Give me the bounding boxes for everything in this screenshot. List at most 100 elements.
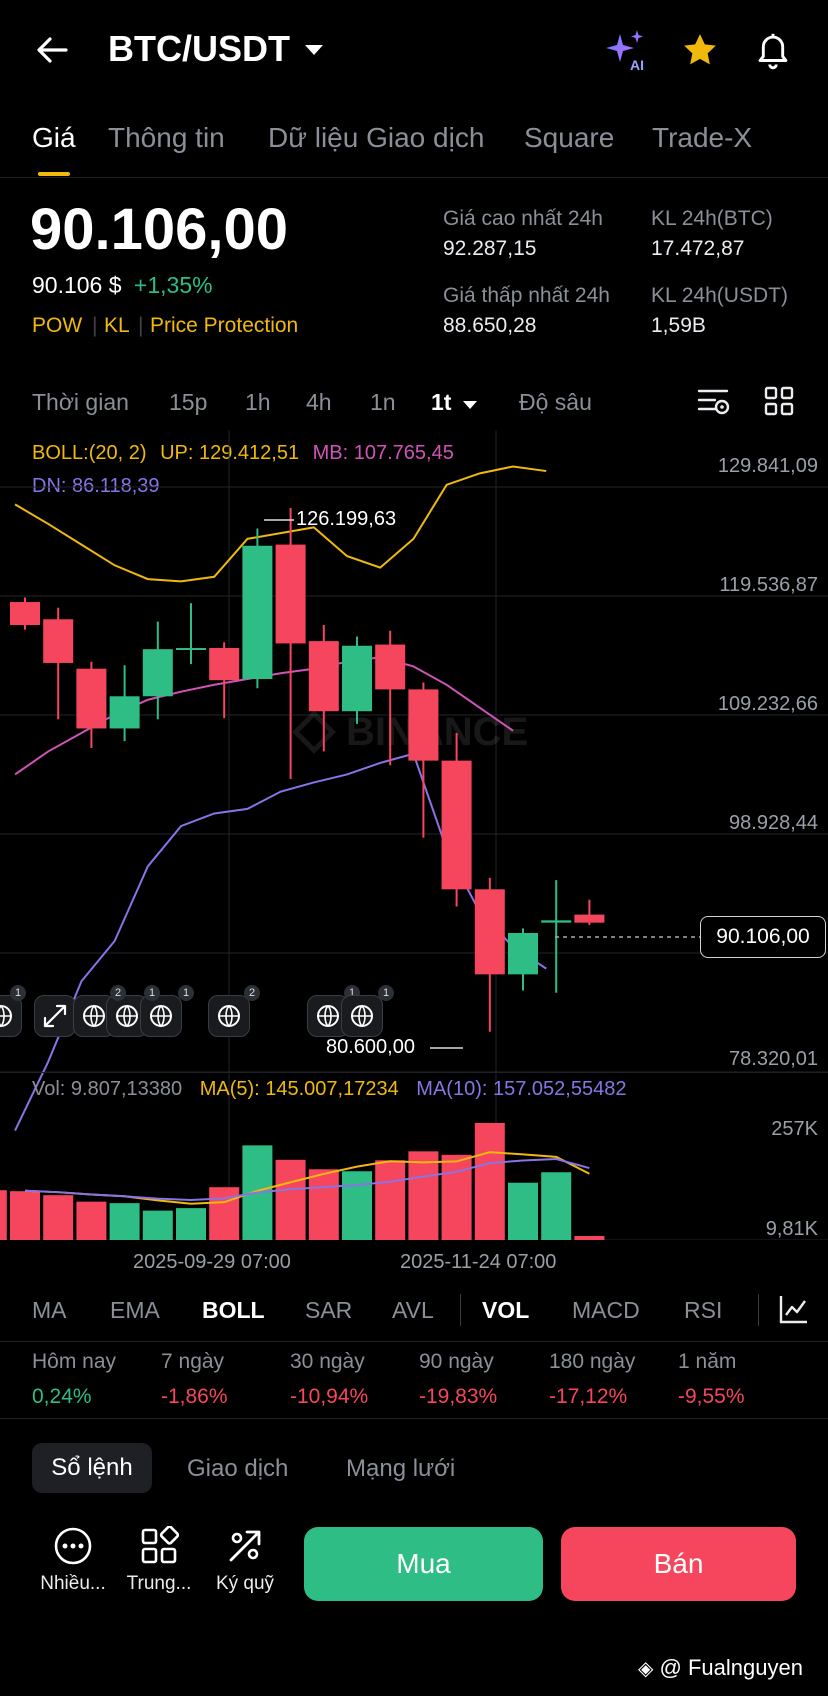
volume-ma5-line (24, 1151, 590, 1205)
candle-body (76, 668, 107, 729)
timeframe-depth[interactable]: Độ sâu (519, 389, 592, 415)
volume-bar (142, 1210, 173, 1240)
star-icon[interactable] (680, 30, 720, 75)
pair-title[interactable]: BTC/USDT (108, 28, 290, 69)
volume-bar (342, 1171, 372, 1240)
volume-bar (375, 1160, 406, 1240)
price-axis-label: 119.536,87 (719, 574, 818, 596)
event-marker[interactable] (140, 995, 182, 1037)
indicator-boll[interactable]: BOLL (202, 1297, 265, 1323)
candle-body (375, 644, 406, 690)
divider (0, 1341, 828, 1342)
tag-pow[interactable]: POW (32, 314, 83, 337)
volume-bar (109, 1203, 140, 1240)
tab-price[interactable]: Giá (32, 122, 76, 153)
volume-bar (541, 1172, 572, 1240)
candle-body (308, 641, 339, 712)
candle-body (275, 544, 306, 644)
chart-settings-icon[interactable] (697, 386, 731, 423)
perf-value: -17,12% (549, 1385, 628, 1408)
tab-trade-x[interactable]: Trade-X (652, 122, 753, 153)
perf-value: -9,55% (678, 1385, 745, 1408)
last-price: 90.106,00 (30, 197, 289, 262)
binance-logo-icon: ◈ (638, 1658, 654, 1680)
candle-body (408, 689, 439, 761)
low-marker-label: 80.600,00 (326, 1036, 415, 1058)
more-icon (54, 1527, 92, 1565)
divider (460, 1294, 461, 1326)
tab-trading-data[interactable]: Dữ liệu Giao dịch (268, 122, 485, 153)
event-badge: 1 (378, 985, 394, 1001)
tag-separator: | (138, 314, 144, 337)
ai-sparkle-icon[interactable]: AI (604, 28, 650, 74)
event-badge: 1 (10, 985, 26, 1001)
event-marker[interactable] (341, 995, 383, 1037)
tag-kl[interactable]: KL (104, 314, 130, 337)
expand-icon[interactable] (34, 995, 76, 1037)
indicator-vol[interactable]: VOL (482, 1297, 530, 1323)
more-label: Nhiều... (40, 1573, 106, 1594)
indicator-macd[interactable]: MACD (572, 1297, 640, 1323)
boll-middle-line (14, 656, 514, 776)
event-marker[interactable] (0, 995, 22, 1037)
bell-icon[interactable] (753, 29, 793, 76)
price-axis-label: 98.928,44 (729, 812, 818, 834)
indicator-sar[interactable]: SAR (305, 1297, 353, 1323)
tab-network[interactable]: Mạng lưới (346, 1455, 456, 1482)
volume-bar (441, 1154, 472, 1240)
timeframe-time[interactable]: Thời gian (32, 389, 129, 415)
candle-body (109, 696, 140, 729)
grid-layout-icon[interactable] (764, 386, 794, 421)
chart-indicator-icon[interactable] (778, 1293, 810, 1330)
candle-body (508, 932, 538, 975)
stat-vol-btc-label: KL 24h(BTC) (651, 207, 773, 230)
timeframe-1mo[interactable]: 1t (431, 389, 452, 415)
globe-icon (83, 1005, 105, 1027)
chevron-down-icon[interactable] (303, 43, 325, 62)
event-badge: 1 (178, 985, 194, 1001)
indicator-rsi[interactable]: RSI (684, 1297, 723, 1323)
indicator-ma[interactable]: MA (32, 1297, 67, 1323)
volume-bar (574, 1236, 605, 1240)
tab-trades[interactable]: Giao dịch (187, 1455, 289, 1482)
boll-legend: BOLL:(20, 2) UP: 129.412,51 MB: 107.765,… (32, 442, 454, 464)
timeframe-15m[interactable]: 15p (169, 389, 208, 415)
volume-bar (43, 1195, 74, 1240)
price-axis-label: 78.320,01 (729, 1048, 818, 1070)
boll-lower-line (14, 752, 547, 1132)
high-marker-label: 126.199,63 (296, 508, 397, 530)
buy-button[interactable]: Mua (304, 1527, 543, 1601)
center-label: Trung... (126, 1573, 192, 1594)
center-button[interactable]: Trung... (116, 1525, 202, 1606)
tab-order-book[interactable]: Sổ lệnh (32, 1443, 152, 1493)
caret-down-icon[interactable] (462, 397, 478, 415)
timeframe-4h[interactable]: 4h (306, 389, 332, 415)
binance-watermark: BINANCE (292, 710, 528, 754)
timeframe-1d[interactable]: 1n (370, 389, 396, 415)
timeframe-1h[interactable]: 1h (245, 389, 271, 415)
tab-square[interactable]: Square (524, 122, 615, 153)
current-price-tag[interactable]: 90.106,00 (700, 916, 826, 958)
sell-button[interactable]: Bán (561, 1527, 796, 1601)
margin-button[interactable]: Ký quỹ (202, 1526, 288, 1606)
candle-body (474, 889, 505, 975)
back-arrow-icon[interactable] (32, 30, 72, 70)
volume-bar (76, 1201, 107, 1240)
volume-legend: Vol: 9.807,13380 MA(5): 145.007,17234 MA… (32, 1078, 627, 1100)
indicator-ema[interactable]: EMA (110, 1297, 160, 1323)
price-axis-label: 109.232,66 (717, 693, 818, 715)
tag-price-protection[interactable]: Price Protection (150, 314, 299, 337)
tab-info[interactable]: Thông tin (108, 122, 225, 153)
indicator-avl[interactable]: AVL (392, 1297, 434, 1323)
stat-low-value: 88.650,28 (443, 314, 537, 337)
candle-body (441, 760, 472, 890)
globe-icon (150, 1005, 172, 1027)
candle-body (142, 649, 173, 697)
event-marker[interactable] (208, 995, 250, 1037)
x-axis-label: 2025-11-24 07:00 (400, 1251, 557, 1273)
candle-body (574, 914, 605, 923)
x-axis-label: 2025-09-29 07:00 (133, 1251, 291, 1273)
more-button[interactable]: Nhiều... (30, 1526, 116, 1606)
stat-high-label: Giá cao nhất 24h (443, 207, 603, 230)
event-badge: 2 (110, 985, 126, 1001)
